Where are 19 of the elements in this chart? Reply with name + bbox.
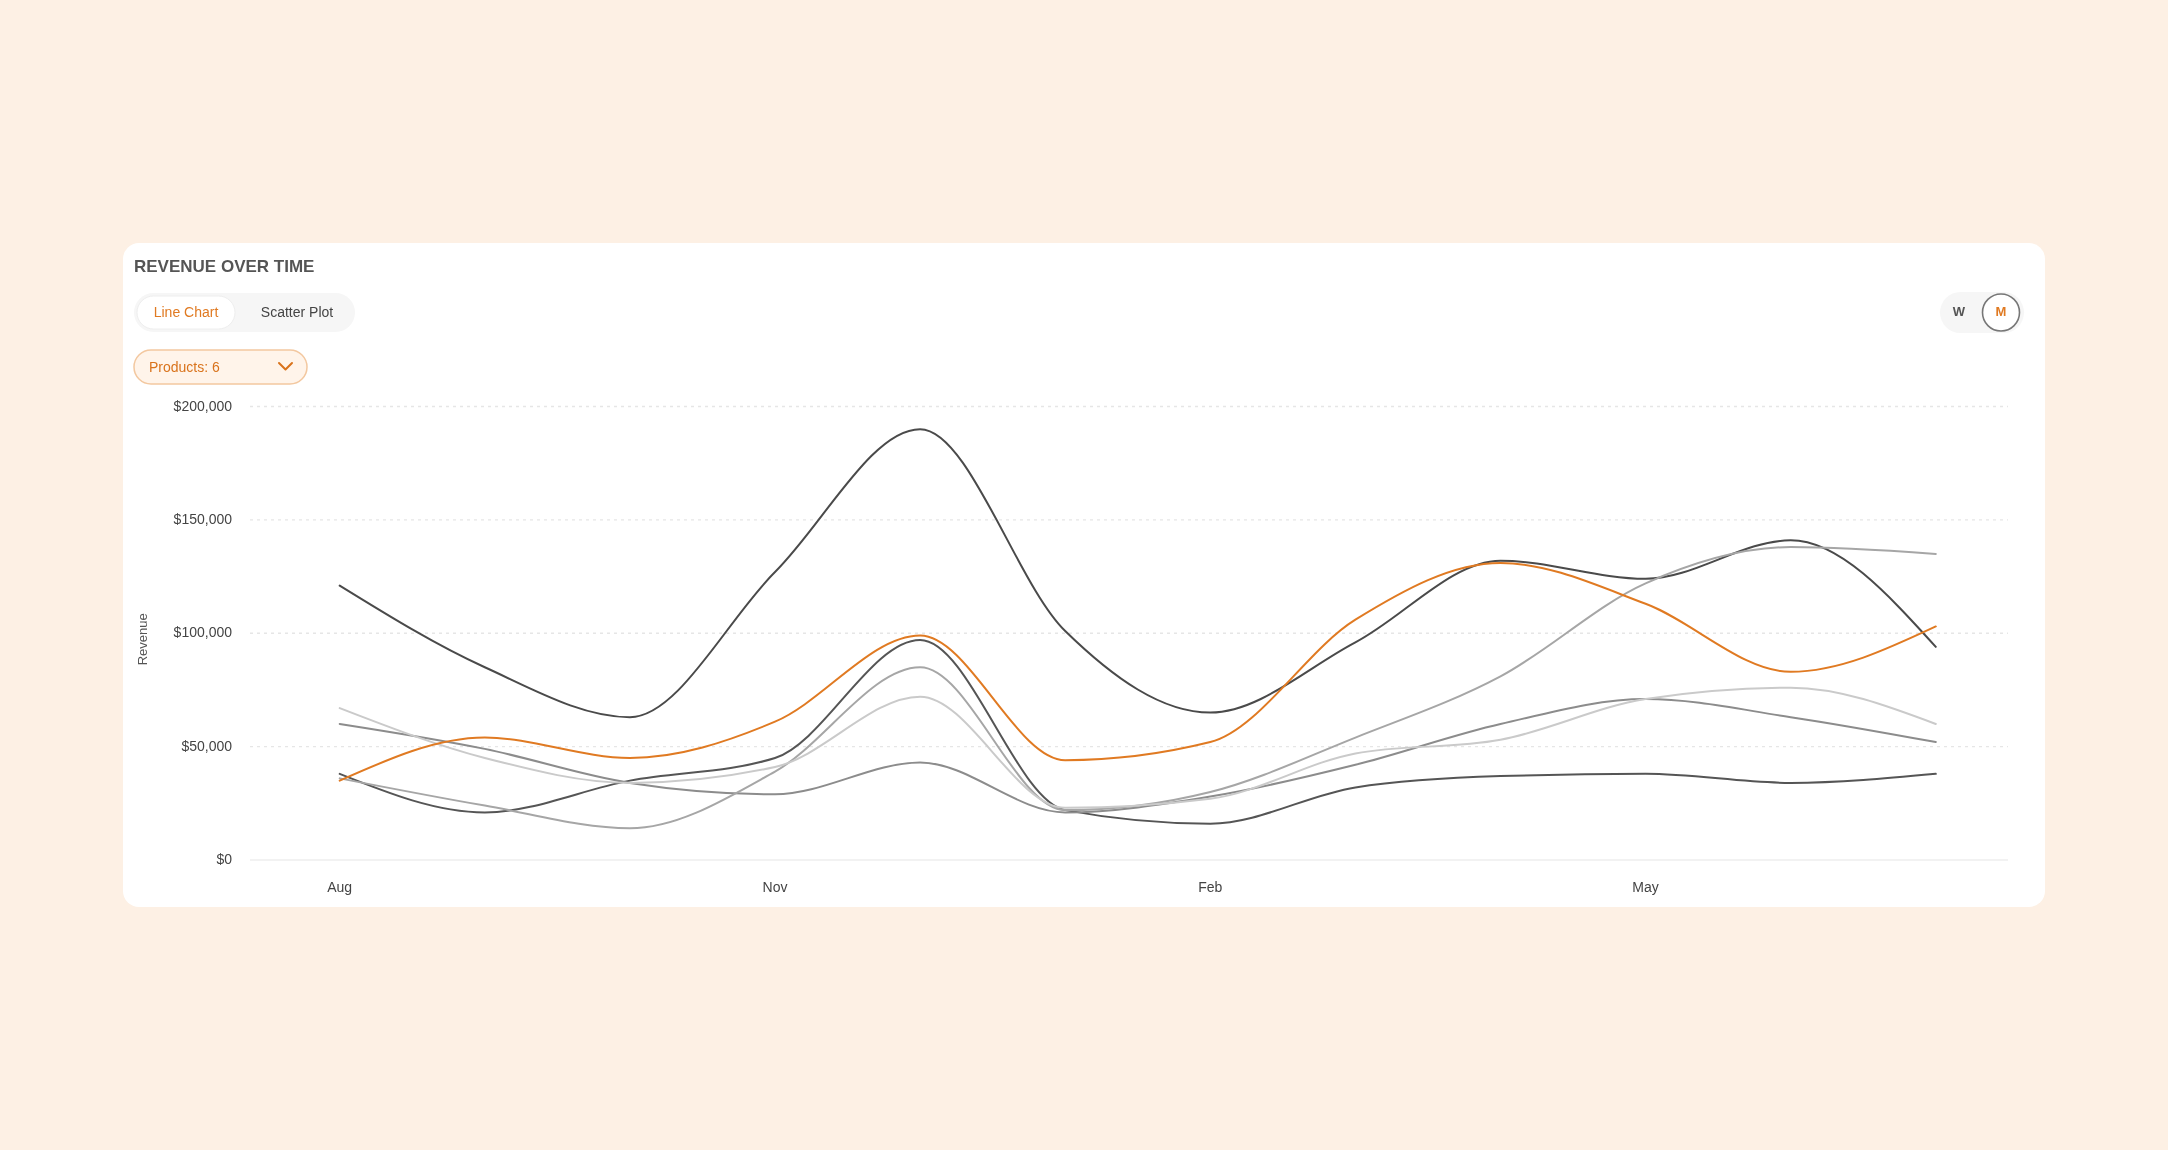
x-tick-label: Nov bbox=[762, 878, 788, 895]
y-tick-label: $200,000 bbox=[173, 397, 233, 414]
products-dropdown: Products: 6 bbox=[133, 349, 308, 385]
y-tick-label: $100,000 bbox=[173, 623, 233, 640]
y-tick-label: $150,000 bbox=[173, 510, 233, 527]
y-axis-title: Revenue bbox=[135, 613, 151, 666]
line-series bbox=[338, 639, 1937, 825]
selected-option: M bbox=[1981, 293, 2021, 332]
chart-type-tabs: Line Chart Scatter Plot bbox=[134, 293, 355, 332]
chart-title: REVENUE OVER TIME bbox=[134, 257, 315, 277]
y-tick-label: $50,000 bbox=[181, 737, 233, 754]
y-tick-label: $0 bbox=[216, 850, 233, 867]
x-tick-label: Aug bbox=[327, 878, 353, 895]
line-series bbox=[338, 561, 1937, 782]
x-tick-label: Feb bbox=[1198, 878, 1223, 895]
x-tick-label: May bbox=[1632, 878, 1659, 895]
line-series bbox=[338, 546, 1937, 830]
selected-tab: Line Chart bbox=[136, 295, 236, 330]
line-series bbox=[338, 428, 1937, 719]
